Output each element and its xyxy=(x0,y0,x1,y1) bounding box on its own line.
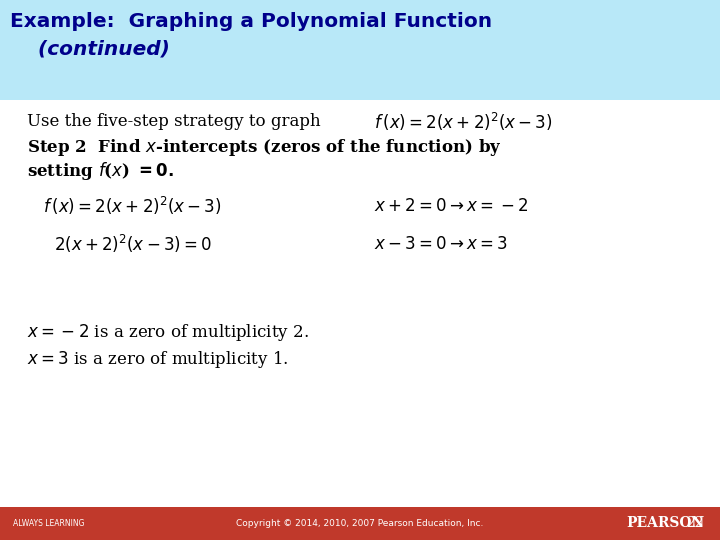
Text: $x = 3$ is a zero of multiplicity 1.: $x = 3$ is a zero of multiplicity 1. xyxy=(27,349,289,369)
Text: 22: 22 xyxy=(686,516,703,530)
Bar xyxy=(0,507,720,540)
Text: Step 2  Find $x$-intercepts (zeros of the function) by: Step 2 Find $x$-intercepts (zeros of the… xyxy=(27,137,502,158)
Text: $x + 2 = 0 \rightarrow x = -2$: $x + 2 = 0 \rightarrow x = -2$ xyxy=(374,198,528,215)
Text: PEARSON: PEARSON xyxy=(626,516,705,530)
Text: setting $\mathbf{\mathit{f}}$($\mathbf{\mathit{x}}$) $\mathbf{= 0.}$: setting $\mathbf{\mathit{f}}$($\mathbf{\… xyxy=(27,160,174,182)
Text: Example:  Graphing a Polynomial Function: Example: Graphing a Polynomial Function xyxy=(10,12,492,31)
Text: $x - 3 = 0 \rightarrow x = 3$: $x - 3 = 0 \rightarrow x = 3$ xyxy=(374,235,508,253)
Text: $f\,(x) = 2(x+2)^{2}(x-3)$: $f\,(x) = 2(x+2)^{2}(x-3)$ xyxy=(374,111,553,132)
Text: $2(x+2)^{2}(x-3) = 0$: $2(x+2)^{2}(x-3) = 0$ xyxy=(54,233,212,255)
Text: Copyright © 2014, 2010, 2007 Pearson Education, Inc.: Copyright © 2014, 2010, 2007 Pearson Edu… xyxy=(236,519,484,528)
Text: (continued): (continued) xyxy=(10,39,170,58)
Text: $x = -2$ is a zero of multiplicity 2.: $x = -2$ is a zero of multiplicity 2. xyxy=(27,322,310,342)
Text: Use the five-step strategy to graph: Use the five-step strategy to graph xyxy=(27,113,321,130)
Bar xyxy=(0,0,720,100)
Text: $f\,(x) = 2(x+2)^{2}(x-3)$: $f\,(x) = 2(x+2)^{2}(x-3)$ xyxy=(43,195,222,217)
Text: ALWAYS LEARNING: ALWAYS LEARNING xyxy=(13,519,84,528)
